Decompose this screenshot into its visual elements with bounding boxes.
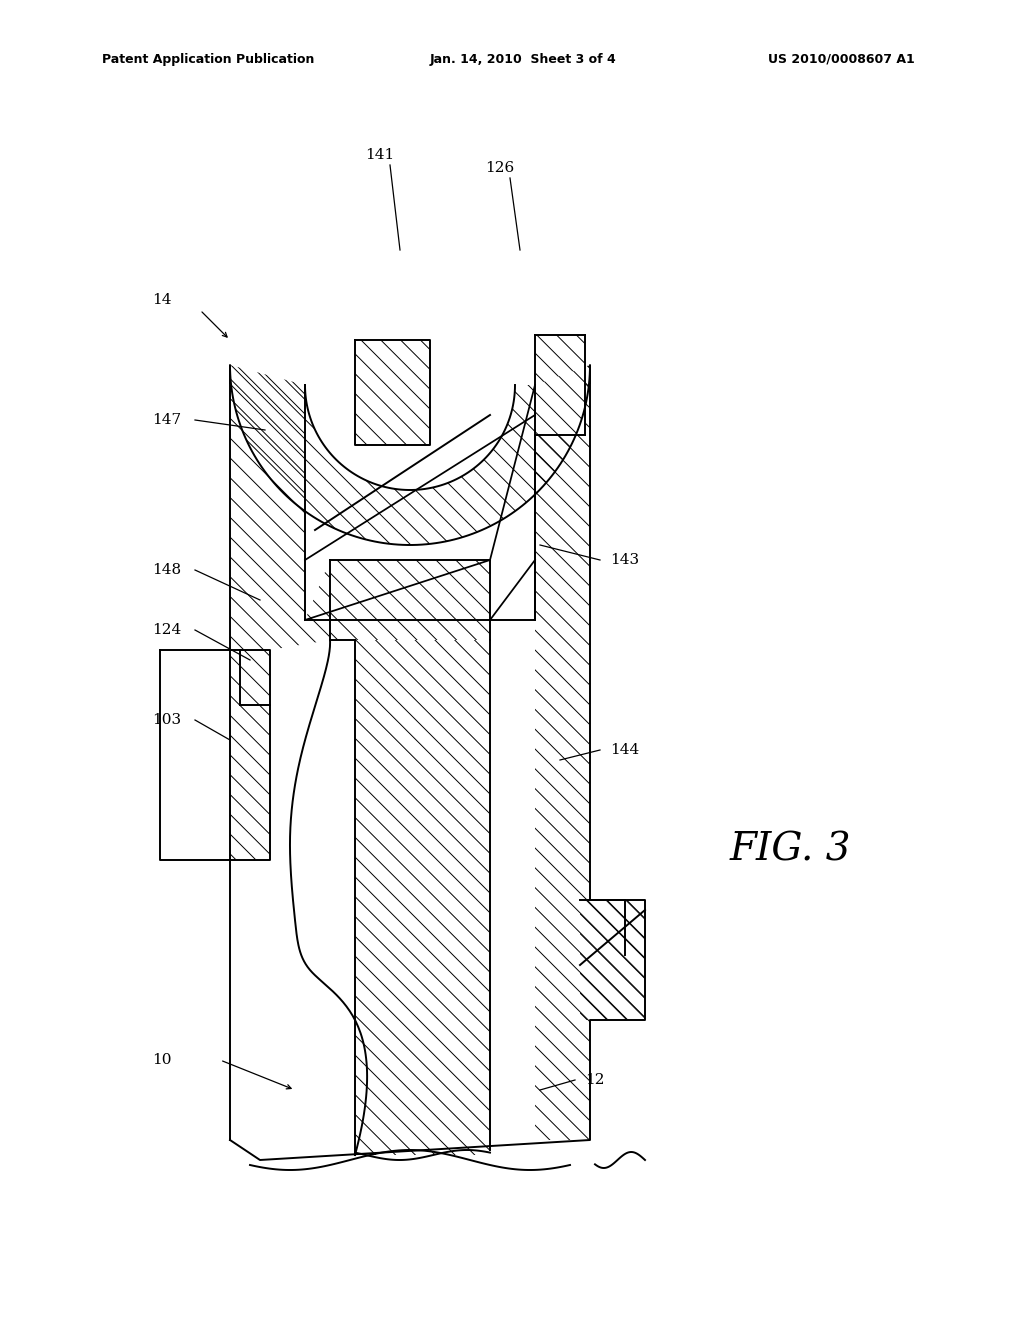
Text: 147: 147 <box>152 413 181 426</box>
Text: 12: 12 <box>585 1073 604 1086</box>
Text: 124: 124 <box>152 623 181 638</box>
Text: 14: 14 <box>152 293 171 308</box>
Text: 144: 144 <box>610 743 639 756</box>
Text: 143: 143 <box>610 553 639 568</box>
Text: 103: 103 <box>152 713 181 727</box>
Text: 126: 126 <box>485 161 515 176</box>
Text: 141: 141 <box>366 148 394 162</box>
Text: 10: 10 <box>152 1053 171 1067</box>
Text: US 2010/0008607 A1: US 2010/0008607 A1 <box>768 53 914 66</box>
Text: FIG. 3: FIG. 3 <box>730 832 852 869</box>
Text: Jan. 14, 2010  Sheet 3 of 4: Jan. 14, 2010 Sheet 3 of 4 <box>430 53 616 66</box>
Text: 148: 148 <box>152 564 181 577</box>
Text: Patent Application Publication: Patent Application Publication <box>102 53 314 66</box>
